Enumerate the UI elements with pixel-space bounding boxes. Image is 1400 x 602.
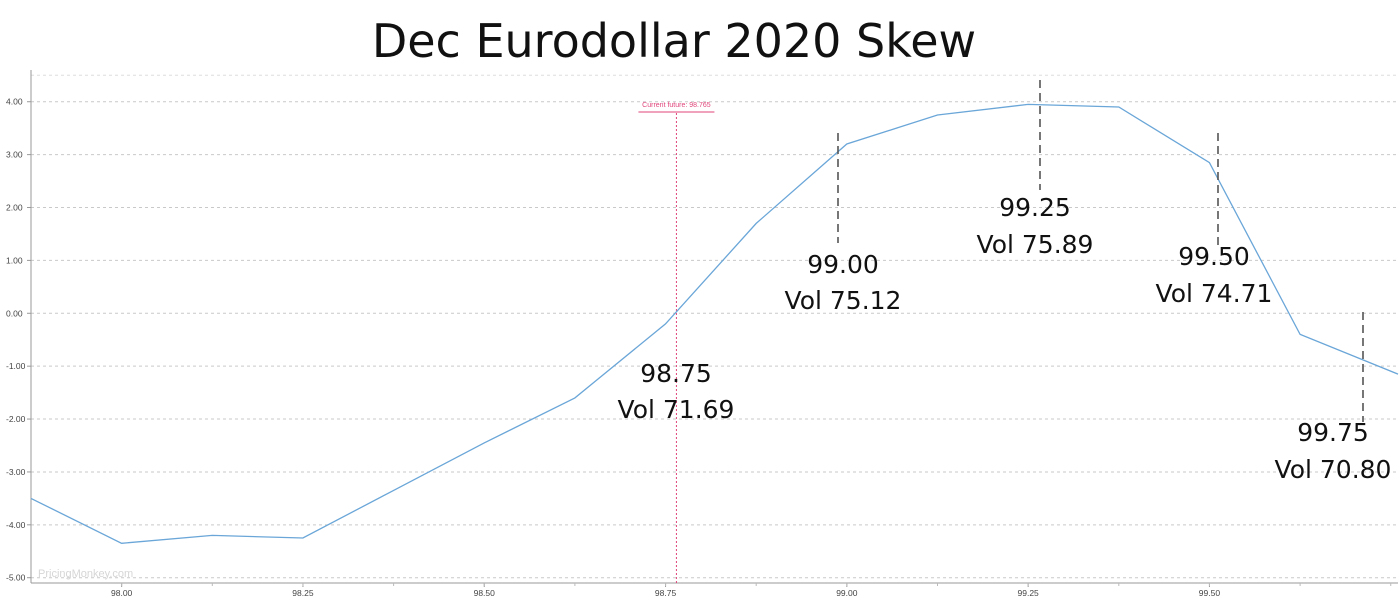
vol-label: Vol 70.80 bbox=[1275, 455, 1392, 484]
x-tick-label: 99.00 bbox=[836, 588, 858, 598]
y-tick-label: -4.00 bbox=[6, 520, 26, 530]
y-tick-label: -1.00 bbox=[6, 361, 26, 371]
y-tick-label: 0.00 bbox=[6, 308, 23, 318]
strike-label: 99.00 bbox=[807, 250, 879, 279]
chart-title: Dec Eurodollar 2020 Skew bbox=[372, 14, 976, 68]
series-line bbox=[30, 103, 1399, 544]
watermark: PricingMonkey.com bbox=[38, 568, 133, 580]
y-axis-ticks: 4.00 3.00 2.00 1.00 0.00 -1.00 -2.00 -3.00 -4.00… bbox=[6, 97, 31, 583]
gridlines bbox=[31, 74, 1398, 579]
current-future-label: Current future: 98.765 bbox=[642, 102, 711, 109]
y-tick-label: 2.00 bbox=[6, 203, 23, 213]
x-tick-label: 98.25 bbox=[292, 588, 314, 598]
x-tick-label: 98.50 bbox=[474, 588, 496, 598]
x-tick-label: 98.00 bbox=[111, 588, 133, 598]
vol-label: Vol 74.71 bbox=[1156, 279, 1273, 308]
y-tick-label: -2.00 bbox=[6, 414, 26, 424]
vol-label: Vol 75.89 bbox=[977, 230, 1094, 259]
x-tick-label: 99.25 bbox=[1018, 588, 1040, 598]
strike-label: 99.75 bbox=[1297, 418, 1369, 447]
x-tick-label: 99.50 bbox=[1199, 588, 1221, 598]
y-tick-label: -5.00 bbox=[6, 573, 26, 583]
vol-label: Vol 75.12 bbox=[785, 286, 902, 315]
annotations-layer: 98.75 Vol 71.69 99.00 Vol 75.12 99.25 Vol 75.… bbox=[618, 80, 1392, 484]
series-layer bbox=[30, 103, 1399, 544]
y-tick-label: 4.00 bbox=[6, 97, 23, 107]
axes bbox=[30, 70, 1398, 584]
x-tick-label: 98.75 bbox=[655, 588, 677, 598]
current-future-marker: Current future: 98.765 bbox=[638, 102, 715, 583]
strike-label: 99.50 bbox=[1178, 242, 1250, 271]
x-axis-ticks: 98.00 98.25 98.50 98.75 99.00 99.25 99.50 bbox=[111, 583, 1392, 598]
y-tick-label: -3.00 bbox=[6, 467, 26, 477]
y-tick-label: 3.00 bbox=[6, 150, 23, 160]
strike-label: 99.25 bbox=[999, 193, 1071, 222]
vol-label: Vol 71.69 bbox=[618, 395, 735, 424]
strike-label: 98.75 bbox=[640, 359, 712, 388]
y-tick-label: 1.00 bbox=[6, 255, 23, 265]
